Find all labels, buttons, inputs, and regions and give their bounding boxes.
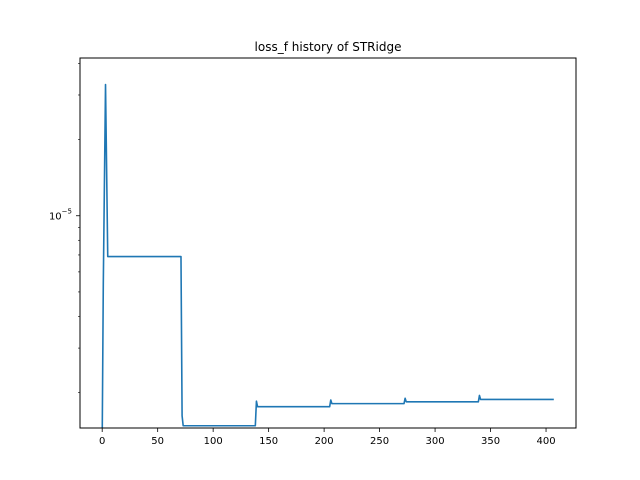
x-tick-label: 200 bbox=[315, 436, 334, 447]
x-tick-label: 300 bbox=[426, 436, 445, 447]
y-axis: 10−5 bbox=[49, 63, 80, 393]
x-axis: 0 50 100 150 200 250 300 350 400 bbox=[99, 428, 556, 447]
series-line-0 bbox=[101, 83, 554, 428]
y-tick-label: 10−5 bbox=[49, 208, 72, 223]
chart-title: loss_f history of STRidge bbox=[255, 40, 402, 54]
x-tick-label: 50 bbox=[151, 436, 164, 447]
series-layer bbox=[101, 83, 554, 428]
x-tick-label: 250 bbox=[370, 436, 389, 447]
x-tick-label: 150 bbox=[259, 436, 278, 447]
x-tick-label: 400 bbox=[536, 436, 555, 447]
axes-frame bbox=[79, 57, 577, 429]
x-tick-label: 100 bbox=[204, 436, 223, 447]
x-tick-label: 350 bbox=[481, 436, 500, 447]
plot-area bbox=[79, 57, 577, 429]
x-tick-label: 0 bbox=[99, 436, 105, 447]
